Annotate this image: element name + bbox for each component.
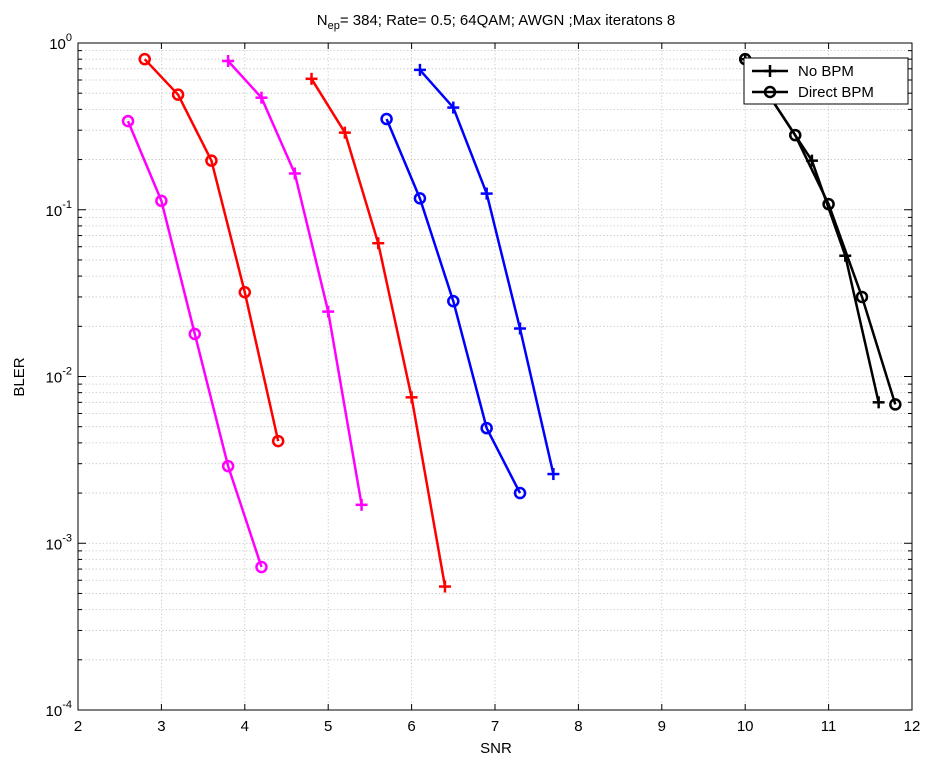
legend-marker: [763, 85, 777, 99]
data-point: [121, 114, 135, 128]
data-point: [514, 322, 527, 335]
data-point: [447, 294, 460, 308]
data-point: [413, 192, 427, 205]
data-point: [305, 72, 318, 85]
series-layer: [121, 52, 902, 593]
data-point: [138, 52, 151, 66]
data-point: [338, 126, 351, 139]
x-tick-label: 12: [904, 718, 921, 735]
legend-entry: No BPM: [752, 63, 854, 80]
legend: No BPM Direct BPM: [743, 57, 909, 105]
y-tick-label: 10-4: [46, 699, 72, 720]
data-point: [872, 396, 885, 409]
x-tick-label: 9: [658, 718, 666, 735]
y-tick-label: 100: [49, 32, 72, 53]
data-point: [405, 391, 418, 404]
y-tick-label: 10-1: [46, 199, 72, 220]
data-point: [372, 237, 385, 250]
series-circle-ff00ff: [121, 114, 268, 574]
y-axis-label: BLER: [11, 357, 28, 396]
data-point: [805, 154, 818, 167]
axis-ticks: 2 3 4 5 6 7 8 9 10 11 12 100 10-1 10-2 10-3 10-4: [46, 32, 921, 735]
data-point: [255, 91, 268, 104]
data-point: [447, 101, 460, 114]
data-point: [480, 187, 493, 200]
y-tick-label: 10-3: [46, 532, 72, 553]
series-line: [385, 118, 522, 494]
x-axis-label: SNR: [480, 740, 512, 757]
series-line: [126, 120, 263, 568]
grid: [78, 43, 912, 710]
data-point: [839, 249, 852, 262]
data-point: [271, 434, 285, 448]
series-plus-ff00ff: [222, 54, 368, 511]
legend-entry: Direct BPM: [752, 84, 874, 101]
data-point: [513, 486, 527, 500]
legend-label: No BPM: [798, 63, 854, 80]
data-point: [221, 459, 235, 473]
data-point: [855, 290, 869, 304]
data-point: [205, 154, 218, 167]
x-tick-label: 10: [737, 718, 754, 735]
series-circle-ff0000: [138, 52, 285, 448]
legend-marker: [764, 65, 776, 77]
data-point: [255, 560, 268, 574]
x-tick-label: 3: [157, 718, 165, 735]
x-tick-label: 11: [821, 718, 837, 735]
series-line: [744, 58, 880, 403]
series-circle-0000ff: [380, 112, 527, 500]
chart-title: Nep= 384; Rate= 0.5; 64QAM; AWGN ;Max it…: [317, 12, 676, 32]
data-point: [480, 421, 493, 435]
series-plus-000000: [739, 53, 885, 409]
x-tick-label: 5: [324, 718, 332, 735]
series-plus-0000ff: [413, 63, 560, 481]
series-plus-ff0000: [305, 72, 451, 593]
data-point: [889, 398, 902, 411]
x-tick-label: 8: [574, 718, 582, 735]
data-point: [288, 167, 301, 180]
data-point: [355, 498, 368, 511]
data-point: [547, 468, 560, 481]
x-tick-label: 4: [241, 718, 249, 735]
data-point: [222, 54, 235, 67]
data-point: [155, 194, 168, 208]
x-tick-label: 6: [407, 718, 415, 735]
series-line: [143, 58, 280, 442]
data-point: [413, 63, 426, 76]
data-point: [438, 580, 451, 593]
legend-label: Direct BPM: [798, 84, 874, 101]
data-point: [171, 88, 185, 101]
data-point: [188, 327, 202, 341]
data-point: [380, 112, 393, 126]
data-point: [322, 305, 335, 318]
data-point: [788, 128, 802, 142]
x-tick-label: 7: [491, 718, 499, 735]
x-tick-label: 2: [74, 718, 82, 735]
y-tick-label: 10-2: [46, 366, 72, 387]
data-point: [238, 286, 252, 299]
